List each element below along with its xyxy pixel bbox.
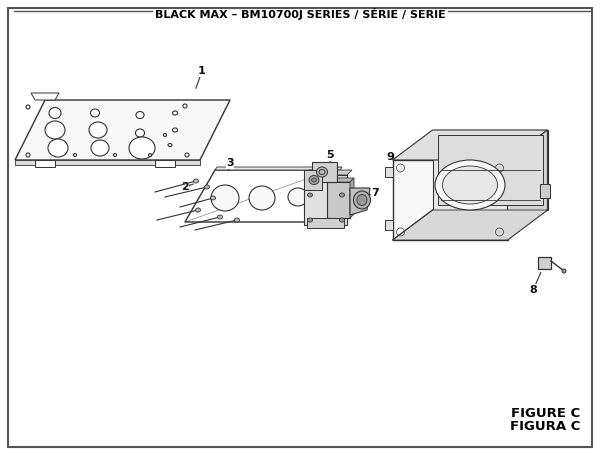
Ellipse shape [129, 137, 155, 159]
Ellipse shape [319, 170, 325, 175]
Polygon shape [437, 135, 542, 205]
Ellipse shape [340, 193, 344, 197]
Ellipse shape [309, 176, 319, 184]
Polygon shape [327, 178, 354, 182]
Polygon shape [15, 160, 200, 165]
Ellipse shape [185, 153, 189, 157]
Ellipse shape [168, 143, 172, 147]
Polygon shape [350, 188, 370, 215]
Text: 5: 5 [326, 150, 334, 160]
Polygon shape [304, 170, 322, 190]
Ellipse shape [26, 153, 30, 157]
Ellipse shape [136, 129, 145, 137]
Ellipse shape [149, 153, 151, 157]
Ellipse shape [211, 196, 215, 200]
Text: 6: 6 [304, 202, 312, 212]
Ellipse shape [340, 218, 344, 222]
Polygon shape [538, 257, 551, 269]
Text: 3: 3 [226, 158, 234, 168]
Ellipse shape [211, 185, 239, 211]
Text: 2: 2 [181, 182, 189, 192]
Text: 7: 7 [371, 188, 379, 198]
Ellipse shape [193, 179, 199, 183]
Polygon shape [304, 170, 352, 175]
Text: FIGURA C: FIGURA C [509, 420, 580, 433]
Polygon shape [385, 220, 392, 230]
Ellipse shape [205, 185, 209, 189]
Ellipse shape [435, 160, 505, 210]
Text: 9: 9 [386, 152, 394, 162]
Ellipse shape [288, 188, 308, 206]
Ellipse shape [317, 167, 328, 177]
Ellipse shape [48, 139, 68, 157]
Polygon shape [385, 167, 392, 177]
Ellipse shape [113, 153, 116, 157]
Ellipse shape [314, 193, 322, 201]
Polygon shape [433, 130, 548, 210]
Ellipse shape [308, 193, 313, 197]
Ellipse shape [26, 105, 30, 109]
Polygon shape [392, 160, 508, 240]
Ellipse shape [196, 208, 200, 212]
Ellipse shape [443, 166, 497, 204]
Polygon shape [327, 182, 350, 218]
Ellipse shape [45, 121, 65, 139]
Ellipse shape [74, 153, 77, 157]
Polygon shape [312, 162, 337, 182]
Ellipse shape [235, 218, 239, 222]
Ellipse shape [49, 107, 61, 118]
Polygon shape [155, 160, 175, 167]
Text: 1: 1 [198, 66, 206, 76]
Polygon shape [307, 218, 344, 228]
Ellipse shape [173, 111, 178, 115]
Ellipse shape [249, 186, 275, 210]
Ellipse shape [353, 191, 371, 209]
Ellipse shape [89, 122, 107, 138]
Ellipse shape [357, 194, 367, 206]
Polygon shape [508, 130, 548, 240]
Polygon shape [350, 178, 354, 218]
Text: FIGURE C: FIGURE C [511, 407, 580, 420]
Ellipse shape [136, 111, 144, 118]
Ellipse shape [91, 109, 100, 117]
Ellipse shape [91, 140, 109, 156]
Ellipse shape [163, 133, 167, 136]
Polygon shape [215, 167, 342, 170]
Text: 5: 5 [304, 174, 312, 184]
Text: 8: 8 [529, 285, 537, 295]
Ellipse shape [183, 104, 187, 108]
Polygon shape [539, 184, 550, 198]
Ellipse shape [308, 218, 313, 222]
Polygon shape [15, 100, 230, 160]
Polygon shape [392, 130, 548, 160]
Ellipse shape [173, 128, 178, 132]
Polygon shape [392, 210, 548, 240]
Polygon shape [304, 175, 347, 225]
Text: 4: 4 [312, 188, 320, 198]
Ellipse shape [218, 215, 223, 219]
Polygon shape [35, 160, 55, 167]
Ellipse shape [311, 178, 317, 182]
Ellipse shape [562, 269, 566, 273]
Text: BLACK MAX – BM10700J SERIES / SÉRIE / SERIE: BLACK MAX – BM10700J SERIES / SÉRIE / SE… [155, 8, 445, 20]
Polygon shape [31, 93, 59, 100]
